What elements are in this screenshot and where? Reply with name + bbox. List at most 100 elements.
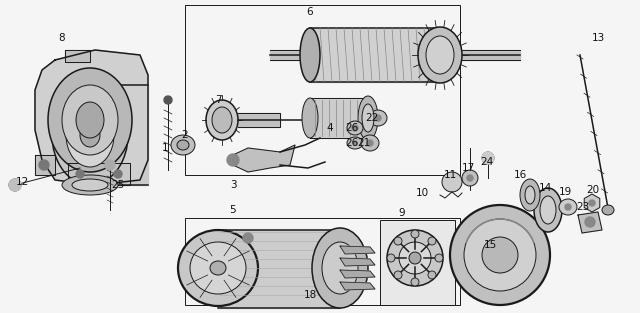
Polygon shape (35, 50, 148, 185)
Polygon shape (310, 98, 368, 138)
Circle shape (367, 140, 373, 146)
Ellipse shape (212, 107, 232, 133)
Text: 20: 20 (586, 185, 600, 195)
Ellipse shape (450, 205, 550, 305)
Ellipse shape (206, 100, 238, 140)
Polygon shape (340, 270, 375, 278)
Polygon shape (90, 85, 148, 185)
Ellipse shape (418, 27, 462, 83)
Text: 18: 18 (303, 290, 317, 300)
Circle shape (243, 233, 253, 243)
Circle shape (9, 179, 21, 191)
Text: 22: 22 (365, 113, 379, 123)
Ellipse shape (66, 103, 114, 167)
Circle shape (105, 160, 115, 170)
Ellipse shape (62, 85, 118, 155)
Ellipse shape (72, 179, 108, 191)
Polygon shape (238, 113, 280, 127)
Text: 11: 11 (444, 170, 456, 180)
Text: 15: 15 (483, 240, 497, 250)
Polygon shape (340, 282, 375, 290)
Ellipse shape (442, 172, 462, 192)
Ellipse shape (362, 104, 374, 132)
Text: 12: 12 (15, 177, 29, 187)
Ellipse shape (369, 110, 387, 126)
Text: 1: 1 (162, 143, 168, 153)
Ellipse shape (361, 135, 379, 151)
Ellipse shape (394, 271, 402, 279)
Ellipse shape (540, 196, 556, 224)
Ellipse shape (347, 121, 363, 135)
Text: 6: 6 (307, 7, 314, 17)
Ellipse shape (190, 242, 246, 294)
Bar (185, 5, 460, 175)
Text: 13: 13 (591, 33, 605, 43)
Polygon shape (218, 230, 340, 308)
Ellipse shape (387, 230, 443, 286)
Ellipse shape (520, 179, 540, 211)
Text: 16: 16 (513, 170, 527, 180)
Text: 23: 23 (577, 202, 589, 212)
Text: 4: 4 (326, 123, 333, 133)
Ellipse shape (399, 242, 431, 274)
Circle shape (585, 217, 595, 227)
Polygon shape (68, 163, 130, 185)
Ellipse shape (411, 278, 419, 286)
Ellipse shape (428, 271, 436, 279)
Polygon shape (340, 246, 375, 254)
Ellipse shape (464, 219, 536, 291)
Ellipse shape (462, 170, 478, 186)
Ellipse shape (534, 188, 562, 232)
Circle shape (375, 115, 381, 121)
Ellipse shape (409, 252, 421, 264)
Polygon shape (578, 212, 602, 233)
Ellipse shape (62, 175, 118, 195)
Ellipse shape (602, 205, 614, 215)
Ellipse shape (52, 85, 128, 185)
Ellipse shape (171, 135, 195, 155)
Circle shape (589, 200, 595, 206)
Ellipse shape (347, 137, 363, 149)
Circle shape (482, 152, 494, 164)
Ellipse shape (394, 237, 402, 245)
Text: 5: 5 (230, 205, 236, 215)
Ellipse shape (525, 186, 535, 204)
Ellipse shape (76, 102, 104, 138)
Text: 17: 17 (461, 163, 475, 173)
Text: 7: 7 (214, 95, 221, 105)
Ellipse shape (411, 230, 419, 238)
Polygon shape (462, 50, 520, 60)
Polygon shape (310, 28, 440, 82)
Text: 10: 10 (415, 188, 429, 198)
Ellipse shape (300, 28, 320, 82)
Text: 14: 14 (538, 183, 552, 193)
Circle shape (39, 160, 49, 170)
Polygon shape (65, 50, 90, 62)
Ellipse shape (358, 96, 378, 140)
Text: 25: 25 (111, 180, 125, 190)
Circle shape (467, 175, 473, 181)
Ellipse shape (435, 254, 443, 262)
Circle shape (352, 125, 358, 131)
Text: 26: 26 (346, 123, 358, 133)
Bar (185, 218, 460, 305)
Circle shape (164, 96, 172, 104)
Circle shape (353, 141, 357, 145)
Ellipse shape (426, 36, 454, 74)
Circle shape (227, 154, 239, 166)
Text: 8: 8 (59, 33, 65, 43)
Polygon shape (35, 155, 55, 175)
Circle shape (565, 204, 571, 210)
Polygon shape (270, 50, 310, 60)
Text: 19: 19 (558, 187, 572, 197)
Ellipse shape (177, 140, 189, 150)
Text: 3: 3 (230, 180, 236, 190)
Ellipse shape (559, 199, 577, 215)
Text: 26: 26 (346, 138, 358, 148)
Ellipse shape (302, 98, 318, 138)
Polygon shape (233, 145, 295, 172)
Ellipse shape (428, 237, 436, 245)
Polygon shape (340, 258, 375, 266)
Text: 21: 21 (357, 138, 371, 148)
Bar (380, 220, 455, 305)
